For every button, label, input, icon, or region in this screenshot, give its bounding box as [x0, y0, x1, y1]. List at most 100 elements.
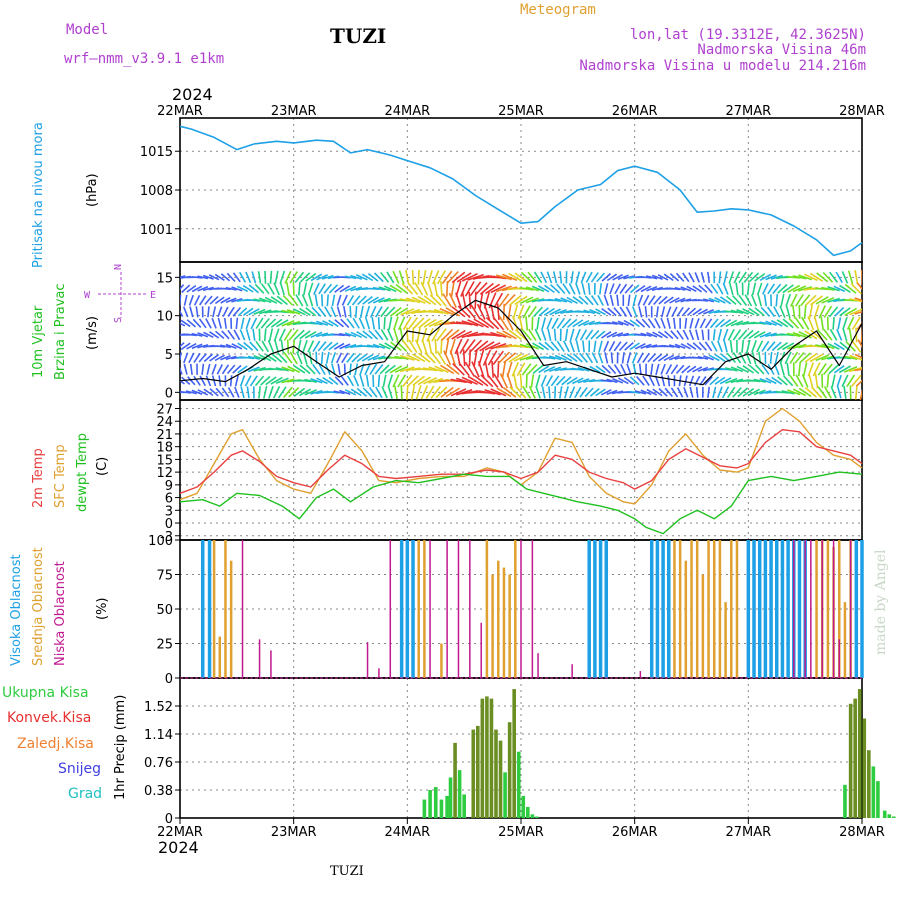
wind-arrow	[288, 387, 300, 398]
cloud-bar	[480, 622, 482, 678]
wind-arrow	[282, 294, 294, 306]
y-tick-label: 100	[148, 534, 173, 549]
cloud-bar	[707, 540, 710, 678]
pressure-unit: (hPa)	[85, 173, 100, 207]
wind-arrow	[232, 364, 242, 374]
y-tick-label: 24	[156, 415, 173, 430]
wind-arrow	[538, 342, 550, 351]
wind-arrow	[428, 319, 443, 328]
wind-arrow	[205, 375, 212, 387]
wind-arrow	[561, 376, 572, 386]
precip-conv-label: Konvek.Kisa	[7, 710, 91, 726]
wind-arrow	[380, 306, 390, 318]
wind-arrow	[548, 386, 551, 399]
wind-arrow	[674, 286, 686, 291]
wind-arrow	[792, 285, 807, 293]
wind-arrow	[185, 333, 197, 337]
wind-arrow	[192, 318, 202, 328]
wind-arrow	[387, 385, 393, 399]
wind-arrow	[631, 352, 638, 364]
wind-arrow	[350, 274, 363, 280]
wind-arrow	[316, 377, 328, 385]
wind-arrow	[335, 352, 343, 364]
wind-arrow	[340, 375, 349, 386]
wind-arrow	[461, 376, 478, 386]
wind-arrow	[596, 272, 605, 283]
wind-arrow	[686, 342, 697, 351]
wind-arrow	[240, 317, 245, 330]
wind-arrow	[534, 328, 542, 341]
wind-arrow	[294, 271, 305, 284]
wind-arrow	[704, 284, 713, 294]
wind-arrow	[508, 294, 522, 306]
wind-arrow	[746, 339, 751, 353]
wind-arrow	[334, 319, 345, 328]
cloud-bar	[207, 540, 212, 678]
wind-arrow	[445, 387, 461, 398]
wind-arrow	[225, 297, 237, 304]
wind-arrow	[417, 269, 420, 285]
wind-arrow	[248, 284, 260, 294]
wind-arrow	[545, 375, 554, 387]
wind-arrow	[607, 364, 617, 375]
wind-arrow	[611, 390, 624, 395]
wind-arrow	[197, 332, 209, 338]
wind-arrow	[591, 352, 599, 364]
wind-arrow	[582, 340, 585, 353]
wind-arrow	[640, 285, 652, 293]
wind-arrow	[402, 340, 413, 353]
wind-arrow	[402, 374, 413, 388]
wind-arrow	[265, 376, 277, 386]
cloud-bar	[838, 639, 841, 678]
wind-arrow	[703, 298, 715, 303]
wind-arrow	[606, 273, 618, 282]
y-tick-label: 0	[165, 812, 173, 827]
y-tick-label: 0	[165, 517, 173, 532]
cloud-bar	[224, 540, 227, 678]
wind-arrow	[520, 271, 533, 283]
wind-arrow	[325, 351, 330, 364]
wind-arrow	[289, 271, 298, 284]
wind-arrow	[549, 308, 561, 316]
wind-arrow	[378, 297, 391, 303]
wind-arrow	[798, 387, 812, 397]
wind-arrow	[443, 350, 452, 366]
y-tick-label: 50	[156, 603, 173, 618]
wind-arrow	[675, 272, 685, 282]
wind-arrow	[455, 280, 462, 297]
wind-arrow	[331, 363, 336, 376]
wind-arrow	[365, 317, 371, 330]
wind-arrow	[208, 274, 220, 281]
cloud-bar	[786, 540, 790, 678]
wind-arrow	[843, 355, 858, 360]
wind-arrow	[809, 272, 824, 282]
wind-arrow	[854, 297, 862, 302]
wind-arrow	[595, 365, 606, 374]
wind-arrow	[635, 375, 645, 386]
wind-arrow	[694, 318, 700, 329]
wind-arrow	[260, 283, 270, 295]
wind-arrow	[671, 306, 678, 318]
wind-arrow	[414, 339, 423, 354]
wind-arrow	[193, 352, 201, 363]
wind-arrow	[632, 294, 637, 307]
cloud-bar	[587, 540, 591, 678]
wind-arrow	[487, 350, 498, 366]
wind-arrow	[784, 351, 792, 365]
y-tick-label: 21	[156, 428, 173, 443]
wind-arrow	[474, 340, 489, 353]
wind-arrow	[483, 291, 490, 309]
wind-arrow	[515, 386, 527, 399]
wind-arrow	[855, 379, 862, 387]
wind-arrow	[652, 353, 663, 363]
wind-arrow	[393, 316, 399, 331]
wind-arrow	[385, 306, 396, 317]
wind-arrow	[850, 283, 862, 295]
wind-arrow	[496, 303, 500, 321]
wind-arrow	[547, 328, 552, 341]
wind-arrow	[650, 363, 654, 376]
wind-arrow	[553, 328, 557, 341]
x-date-label-top: 27MAR	[725, 104, 771, 119]
wind-arrow	[697, 366, 709, 372]
wind-arrow	[673, 317, 676, 329]
